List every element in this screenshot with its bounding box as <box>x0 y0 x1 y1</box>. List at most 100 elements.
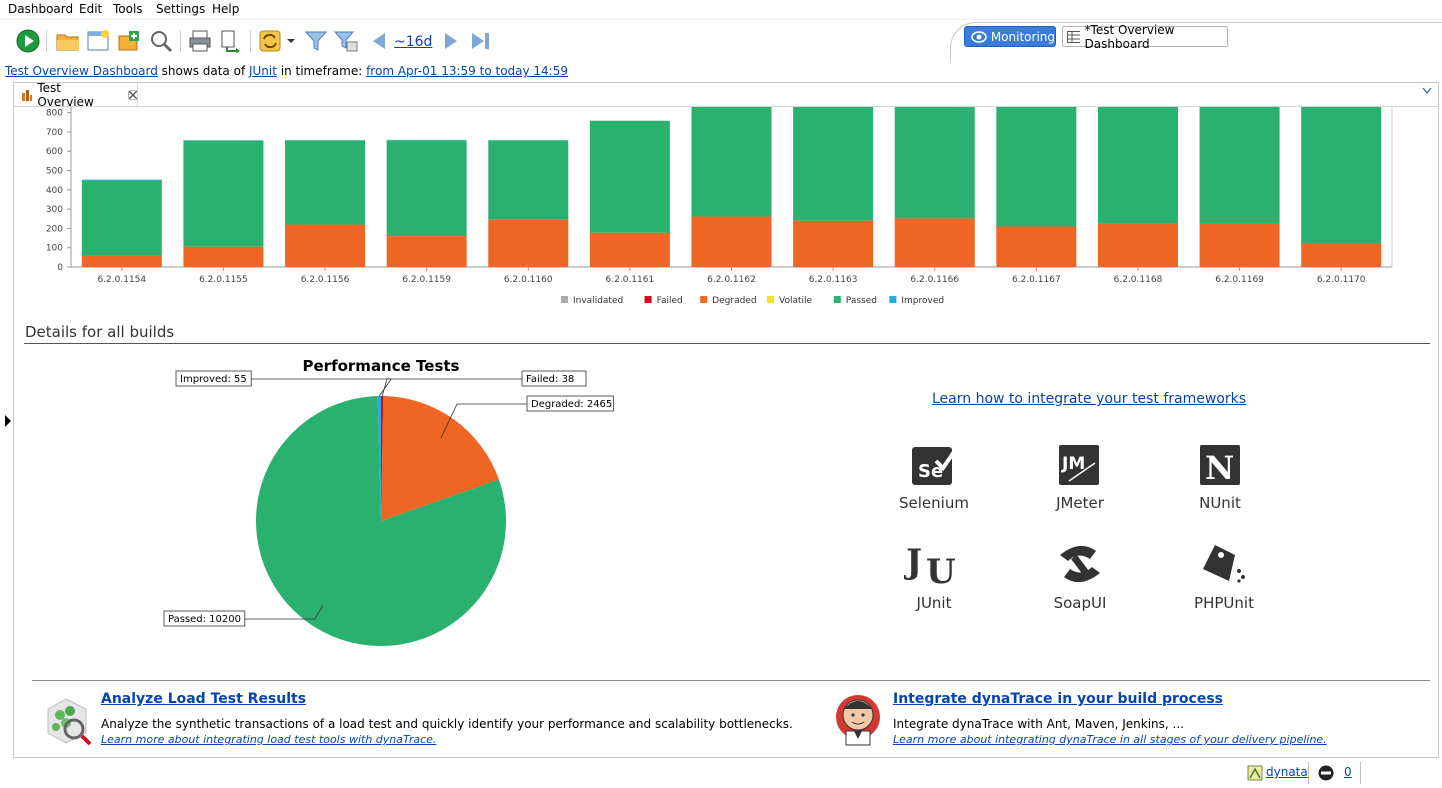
legend-swatch-passed <box>833 296 841 303</box>
y-tick-label: 600 <box>46 147 63 157</box>
play-icon[interactable] <box>15 28 41 54</box>
framework-label: Selenium <box>899 494 969 512</box>
x-tick-label: 6.2.0.1166 <box>910 275 959 285</box>
no-entry-icon <box>1318 765 1334 781</box>
next-icon[interactable] <box>438 28 464 54</box>
y-tick-label: 100 <box>46 244 63 254</box>
bar-passed <box>81 180 162 256</box>
pie-label-box <box>521 370 587 387</box>
svg-text:Se: Se <box>918 461 943 482</box>
legend-label-passed: Passed <box>846 296 877 306</box>
framework-selenium[interactable]: Se Selenium <box>884 443 984 512</box>
status-bar: dynata 0 <box>0 760 1442 788</box>
chart-tab-icon <box>22 90 33 101</box>
new-dashboard-icon[interactable] <box>85 28 111 54</box>
x-tick-label: 6.2.0.1169 <box>1215 275 1264 285</box>
load-test-title-link[interactable]: Analyze Load Test Results <box>101 691 307 707</box>
tab-test-overview[interactable]: Test Overview <box>16 81 138 109</box>
x-tick-label: 6.2.0.1155 <box>199 275 248 285</box>
legend-swatch-volatile <box>767 296 774 303</box>
menu-bar: Dashboard Edit Tools Settings Help <box>0 0 1442 19</box>
selenium-icon: Se <box>912 447 958 485</box>
framework-phpunit[interactable]: PHPUnit <box>1174 541 1274 612</box>
bar-passed <box>691 107 772 217</box>
timeframe-range-link[interactable]: ~16d <box>394 34 433 50</box>
legend-swatch-improved <box>889 296 897 303</box>
bar-degraded <box>793 220 874 267</box>
framework-label: JMeter <box>1056 494 1104 512</box>
source-link[interactable]: JUnit <box>248 64 277 78</box>
menu-help[interactable]: Help <box>212 2 240 16</box>
framework-nunit[interactable]: N NUnit <box>1170 443 1270 512</box>
open-folder-icon[interactable] <box>55 28 81 54</box>
export-icon[interactable] <box>218 28 244 54</box>
dashboard-tab-button[interactable]: *Test Overview Dashboard <box>1062 23 1228 51</box>
print-icon[interactable] <box>187 28 213 54</box>
refresh-icon[interactable] <box>257 28 283 54</box>
timeframe-link[interactable]: from Apr-01 13:59 to today 14:59 <box>366 64 568 78</box>
legend-swatch-degraded <box>700 296 708 303</box>
bar-passed <box>793 107 874 221</box>
menu-edit[interactable]: Edit <box>79 2 103 16</box>
filter-settings-icon[interactable] <box>333 28 359 54</box>
bar-degraded <box>183 246 264 267</box>
svg-text:U: U <box>926 552 956 587</box>
y-tick-label: 200 <box>46 224 63 234</box>
build-process-description: Integrate dynaTrace with Ant, Maven, Jen… <box>893 717 1184 731</box>
framework-soapui[interactable]: SoapUI <box>1030 541 1130 612</box>
framework-jmeter[interactable]: JM JMeter <box>1030 443 1130 512</box>
x-tick-label: 6.2.0.1163 <box>809 275 858 285</box>
phpunit-icon <box>1203 545 1245 583</box>
load-test-learn-more-link[interactable]: Learn more about integrating load test t… <box>101 733 437 746</box>
side-expand-arrow-icon[interactable] <box>5 415 11 427</box>
x-tick-label: 6.2.0.1161 <box>606 275 655 285</box>
y-tick-label: 500 <box>46 167 63 177</box>
framework-label: NUnit <box>1199 494 1241 512</box>
bar-passed <box>1199 107 1280 224</box>
framework-label: SoapUI <box>1053 594 1107 612</box>
svg-text:JM: JM <box>1061 454 1085 474</box>
pie-label-box <box>163 610 246 627</box>
test-overview-panel: Test Overview 0 100 200 300 400 500 600 700 800 6… <box>13 81 1439 758</box>
dashboard-link[interactable]: Test Overview Dashboard <box>5 64 158 78</box>
close-icon[interactable] <box>127 90 137 100</box>
eye-icon <box>971 30 987 43</box>
bar-passed <box>996 107 1077 227</box>
tab-label: Test Overview <box>37 81 94 109</box>
menu-settings[interactable]: Settings <box>156 2 206 16</box>
view-menu-icon[interactable] <box>1422 87 1432 95</box>
nunit-icon: N <box>1200 445 1240 487</box>
user-link[interactable]: dynata <box>1266 765 1308 779</box>
legend-label-degraded: Degraded <box>712 296 756 306</box>
build-process-title-link[interactable]: Integrate dynaTrace in your build proces… <box>893 691 1224 707</box>
pie-label-box <box>526 395 614 412</box>
pie-label-improved: Improved: 55 <box>180 374 247 385</box>
jmeter-icon: JM <box>1059 445 1099 485</box>
menu-dashboard[interactable]: Dashboard <box>8 2 74 16</box>
learn-integrate-link[interactable]: Learn how to integrate your test framewo… <box>932 391 1247 407</box>
menu-tools[interactable]: Tools <box>113 2 143 16</box>
chevron-down-icon[interactable] <box>284 28 298 54</box>
framework-label: PHPUnit <box>1194 594 1254 612</box>
details-title: Details for all builds <box>25 323 175 341</box>
last-icon[interactable] <box>468 28 494 54</box>
add-dashlet-icon[interactable] <box>116 28 142 54</box>
build-process-learn-more-link[interactable]: Learn more about integrating dynaTrace i… <box>893 733 1327 746</box>
filter-icon[interactable] <box>303 28 329 54</box>
x-tick-label: 6.2.0.1154 <box>97 275 146 285</box>
pie-leader-line <box>251 378 392 397</box>
x-tick-label: 6.2.0.1156 <box>301 275 350 285</box>
x-tick-label: 6.2.0.1162 <box>707 275 756 285</box>
bar-passed <box>589 120 670 233</box>
y-tick-label: 300 <box>46 205 63 215</box>
tab-header: Test Overview <box>14 81 1438 109</box>
previous-icon[interactable] <box>366 28 392 54</box>
search-icon[interactable] <box>148 28 174 54</box>
monitoring-perspective-button[interactable]: Monitoring <box>964 26 1056 47</box>
bar-passed <box>1097 107 1178 224</box>
incident-count-link[interactable]: 0 <box>1344 765 1352 779</box>
load-test-description: Analyze the synthetic transactions of a … <box>101 717 793 731</box>
y-tick-label: 0 <box>57 263 63 273</box>
